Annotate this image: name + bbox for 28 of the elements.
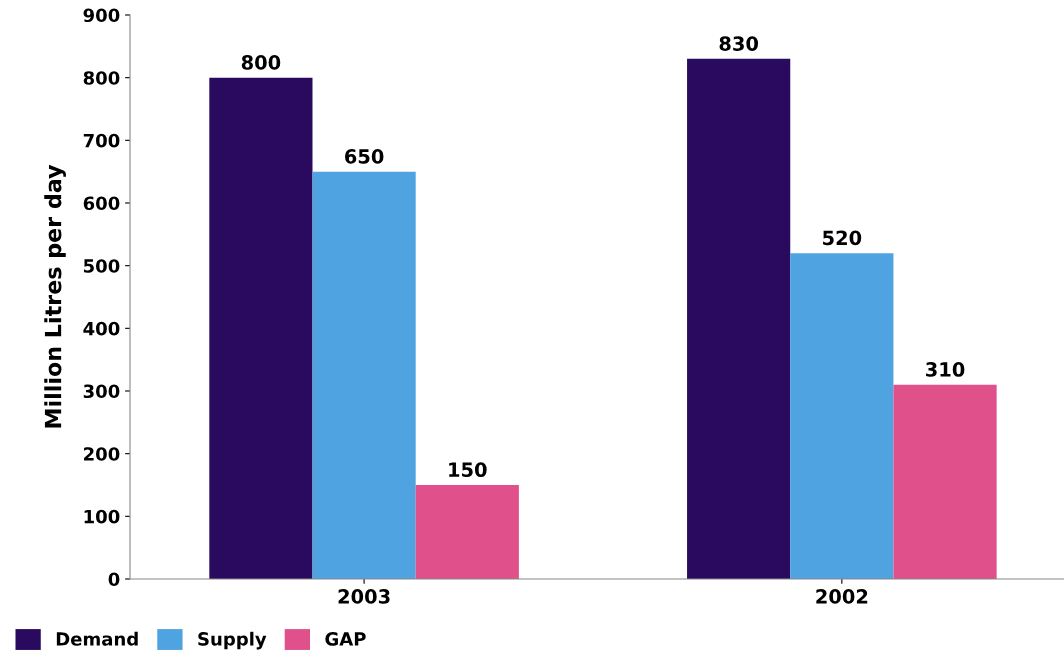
bar xyxy=(312,171,416,579)
y-tick-label: 400 xyxy=(83,321,120,336)
y-tick-label: 800 xyxy=(83,71,120,85)
data-label: 650 xyxy=(345,149,384,164)
legend-label: Supply xyxy=(198,631,267,650)
bar xyxy=(687,58,791,579)
bar xyxy=(209,77,313,579)
y-tick-label: 500 xyxy=(83,259,120,273)
x-tick-label: 2003 xyxy=(338,589,390,604)
x-tick-label: 2002 xyxy=(816,589,868,604)
legend-label: GAP xyxy=(325,632,366,646)
bar xyxy=(415,485,519,579)
y-tick-label: 600 xyxy=(83,196,120,211)
data-label: 830 xyxy=(719,36,759,51)
y-tick-label: 300 xyxy=(83,384,120,399)
bar xyxy=(790,253,894,579)
data-label: 310 xyxy=(926,362,965,377)
legend-label: Demand xyxy=(56,631,138,646)
data-label: 800 xyxy=(241,55,281,70)
data-label: 150 xyxy=(449,462,487,478)
y-tick-label: 900 xyxy=(83,8,120,23)
y-tick-label: 200 xyxy=(84,447,120,461)
bar xyxy=(893,384,997,579)
y-tick-label: 0 xyxy=(108,572,120,587)
data-label: 520 xyxy=(823,230,862,246)
y-tick-label: 100 xyxy=(84,509,120,524)
y-tick-label: 700 xyxy=(83,133,120,148)
y-axis-title: Million Litres per day xyxy=(44,164,66,428)
